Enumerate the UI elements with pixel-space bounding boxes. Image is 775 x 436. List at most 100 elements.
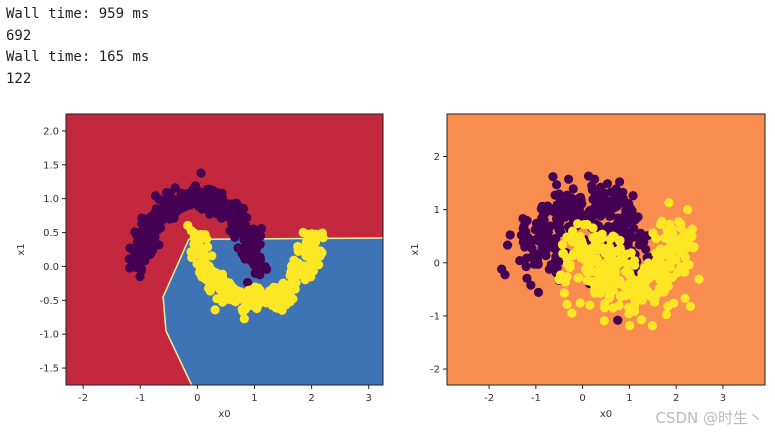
point-class-0 — [628, 191, 638, 201]
point-class-0 — [125, 243, 135, 253]
point-class-0 — [520, 231, 530, 241]
point-class-1 — [195, 243, 206, 253]
point-class-0 — [229, 210, 239, 220]
point-class-1 — [585, 300, 595, 310]
point-class-1 — [267, 293, 277, 303]
point-class-0 — [599, 188, 609, 198]
point-class-0 — [641, 244, 651, 254]
point-class-1 — [597, 229, 607, 239]
point-class-0 — [246, 256, 256, 266]
x-tick-label: -1 — [531, 393, 541, 404]
point-class-0 — [237, 215, 247, 225]
plot-area — [66, 114, 383, 385]
point-class-0 — [554, 225, 564, 235]
point-class-1 — [289, 276, 299, 286]
point-class-1 — [199, 233, 209, 243]
point-class-1 — [600, 281, 610, 292]
point-class-1 — [196, 252, 206, 262]
point-class-0 — [538, 219, 548, 229]
point-class-1 — [590, 257, 600, 267]
point-class-1 — [610, 267, 621, 277]
x-tick-label: 0 — [194, 393, 200, 404]
point-class-0 — [133, 255, 143, 265]
point-class-1 — [625, 320, 635, 331]
point-class-0 — [135, 271, 145, 282]
point-class-0 — [522, 253, 532, 263]
y-tick-label: 1.0 — [43, 194, 59, 205]
x-tick-label: 1 — [626, 393, 632, 404]
y-axis-label: x1 — [16, 243, 27, 255]
y-tick-label: -2 — [430, 365, 440, 376]
point-class-1 — [655, 219, 666, 230]
point-class-1 — [210, 305, 220, 315]
point-class-1 — [207, 265, 217, 276]
y-tick-label: -0.5 — [39, 296, 59, 307]
point-class-0 — [521, 238, 531, 248]
point-class-1 — [603, 270, 613, 280]
point-class-1 — [645, 267, 655, 277]
point-class-1 — [685, 301, 696, 311]
point-class-1 — [290, 268, 301, 279]
point-class-0 — [636, 228, 646, 238]
point-class-0 — [125, 263, 135, 273]
point-class-0 — [221, 201, 231, 211]
point-class-0 — [239, 250, 249, 261]
point-class-1 — [614, 300, 624, 311]
point-class-0 — [575, 207, 585, 217]
point-class-1 — [312, 246, 322, 256]
point-class-0 — [515, 256, 525, 266]
point-class-1 — [568, 226, 578, 236]
point-class-0 — [551, 180, 562, 190]
point-class-0 — [606, 210, 616, 220]
x-tick-label: -2 — [78, 393, 88, 404]
point-class-1 — [626, 248, 636, 258]
point-class-1 — [590, 235, 600, 245]
point-class-1 — [290, 284, 300, 294]
point-class-0 — [169, 201, 179, 212]
point-class-1 — [217, 291, 228, 302]
point-class-1 — [286, 261, 297, 271]
point-class-0 — [201, 198, 211, 208]
point-class-0 — [137, 218, 147, 228]
output-line-wall-time-2: Wall time: 165 ms — [6, 49, 150, 65]
point-class-1 — [663, 301, 673, 311]
x-tick-label: 2 — [308, 393, 314, 404]
point-class-0 — [139, 243, 149, 253]
point-class-0 — [565, 204, 576, 214]
x-tick-label: -1 — [135, 393, 145, 404]
point-class-1 — [595, 288, 605, 299]
x-tick-label: 1 — [251, 393, 257, 404]
y-tick-label: -1.5 — [39, 364, 59, 375]
point-class-1 — [183, 220, 193, 231]
point-class-1 — [187, 252, 197, 263]
point-class-0 — [622, 218, 632, 228]
point-class-0 — [497, 264, 507, 274]
chart-2: -2 -1 0 1 2 3 -2 -1 0 1 2 x0 x1 — [410, 113, 766, 420]
y-tick-label: 1.5 — [43, 160, 59, 171]
x-axis-label: x0 — [218, 409, 230, 420]
point-class-1 — [661, 309, 672, 320]
point-class-0 — [142, 231, 153, 241]
point-class-0 — [178, 198, 188, 208]
point-class-0 — [626, 231, 636, 241]
point-class-0 — [149, 230, 159, 240]
point-class-1 — [588, 242, 598, 252]
point-class-1 — [680, 293, 690, 303]
point-class-0 — [627, 206, 637, 216]
point-class-1 — [680, 232, 690, 242]
point-class-1 — [558, 249, 568, 259]
point-class-0 — [154, 240, 164, 250]
point-class-0 — [225, 226, 235, 236]
x-tick-label: -2 — [484, 393, 494, 404]
y-tick-label: 0 — [434, 258, 440, 269]
point-class-0 — [522, 215, 532, 226]
point-class-0 — [521, 261, 531, 272]
point-class-1 — [664, 198, 674, 208]
point-class-1 — [651, 248, 661, 258]
plot-area — [447, 114, 765, 385]
point-class-1 — [562, 299, 572, 309]
point-class-1 — [629, 306, 640, 317]
y-tick-label: -1 — [430, 311, 440, 322]
point-class-0 — [145, 249, 155, 260]
